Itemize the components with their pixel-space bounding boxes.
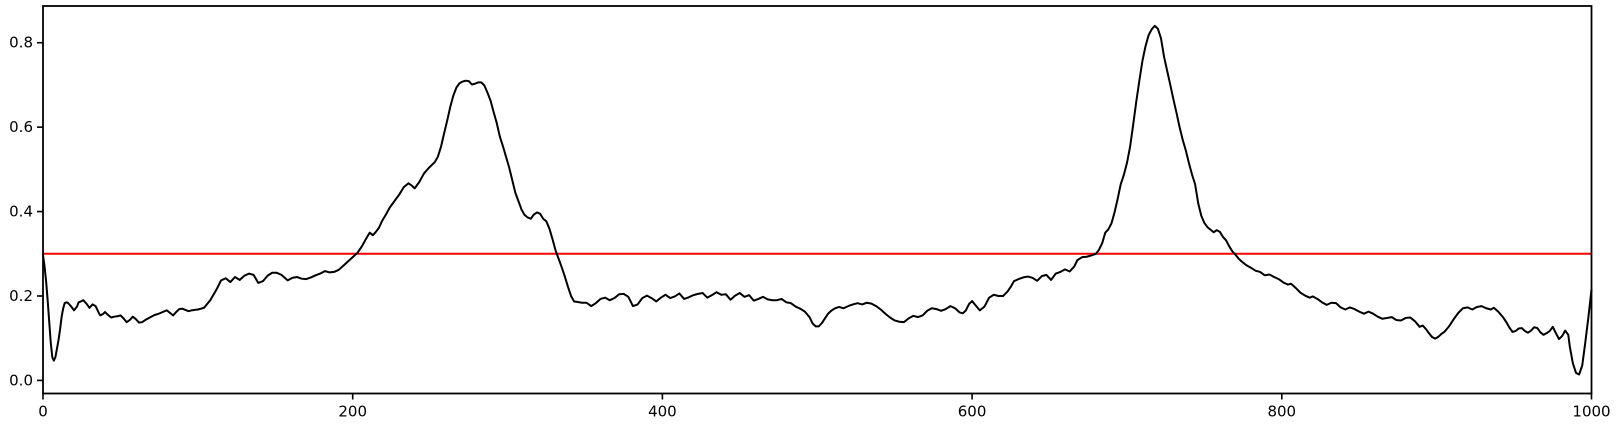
y-tick-label: 0.2 [9, 287, 33, 305]
plot-border [42, 5, 1593, 395]
y-tick-label: 0.6 [9, 118, 33, 136]
y-tick-label: 0.8 [9, 34, 33, 52]
signal-line [42, 24, 1593, 376]
y-tick-label: 0.4 [9, 203, 33, 221]
y-tick-label: 0.0 [9, 371, 33, 389]
x-tick-label: 0 [38, 403, 48, 421]
x-tick-label: 200 [338, 403, 367, 421]
x-tick-label: 1000 [1572, 403, 1610, 421]
x-tick-label: 600 [958, 403, 987, 421]
x-tick-label: 800 [1267, 403, 1296, 421]
x-tick-label: 400 [648, 403, 677, 421]
